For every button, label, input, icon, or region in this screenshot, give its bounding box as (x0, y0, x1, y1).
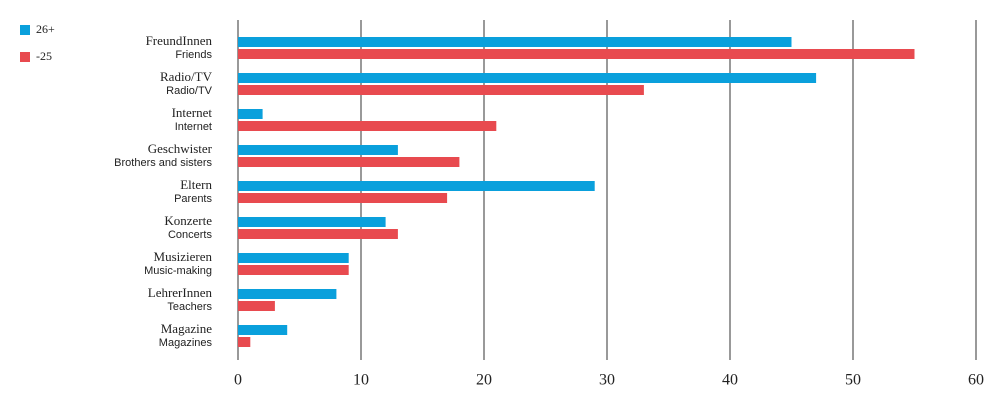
x-tick-label: 60 (968, 372, 984, 389)
category-label: LehrerInnen (148, 285, 213, 300)
bar (238, 85, 644, 95)
category-translation: Brothers and sisters (114, 157, 212, 169)
category-translation: Magazines (159, 337, 213, 349)
category-label: Eltern (180, 177, 212, 192)
category-translation: Internet (175, 121, 212, 133)
legend-label: 26+ (36, 22, 55, 36)
category-label: Magazine (161, 321, 212, 336)
category-translation: Concerts (168, 229, 213, 241)
bar (238, 325, 288, 335)
category-label: Geschwister (148, 141, 213, 156)
bar (238, 181, 595, 191)
category-label: Radio/TV (160, 69, 213, 84)
x-tick-label: 0 (234, 372, 242, 389)
bar (238, 145, 398, 155)
x-tick-label: 20 (476, 372, 492, 389)
bar (238, 109, 263, 119)
bar (238, 265, 349, 275)
bar (238, 37, 792, 47)
bar (238, 193, 448, 203)
bar (238, 73, 817, 83)
category-translation: Teachers (167, 301, 212, 313)
bar (238, 217, 386, 227)
bar (238, 337, 251, 347)
x-tick-label: 10 (353, 372, 369, 389)
category-label: Musizieren (154, 249, 213, 264)
category-label: Internet (172, 105, 213, 120)
legend-swatch (20, 52, 30, 62)
x-tick-label: 40 (722, 372, 738, 389)
x-tick-label: 50 (845, 372, 861, 389)
bar (238, 253, 349, 263)
legend-label: -25 (36, 49, 52, 63)
legend-swatch (20, 25, 30, 35)
category-translation: Music-making (144, 265, 212, 277)
category-translation: Radio/TV (166, 85, 213, 97)
bar (238, 49, 915, 59)
bar (238, 289, 337, 299)
bar (238, 157, 460, 167)
x-tick-label: 30 (599, 372, 615, 389)
bar (238, 229, 398, 239)
category-translation: Friends (175, 49, 212, 61)
category-label: Konzerte (164, 213, 212, 228)
bar (238, 121, 497, 131)
bar (238, 301, 275, 311)
category-translation: Parents (174, 193, 212, 205)
category-label: FreundInnen (146, 33, 213, 48)
